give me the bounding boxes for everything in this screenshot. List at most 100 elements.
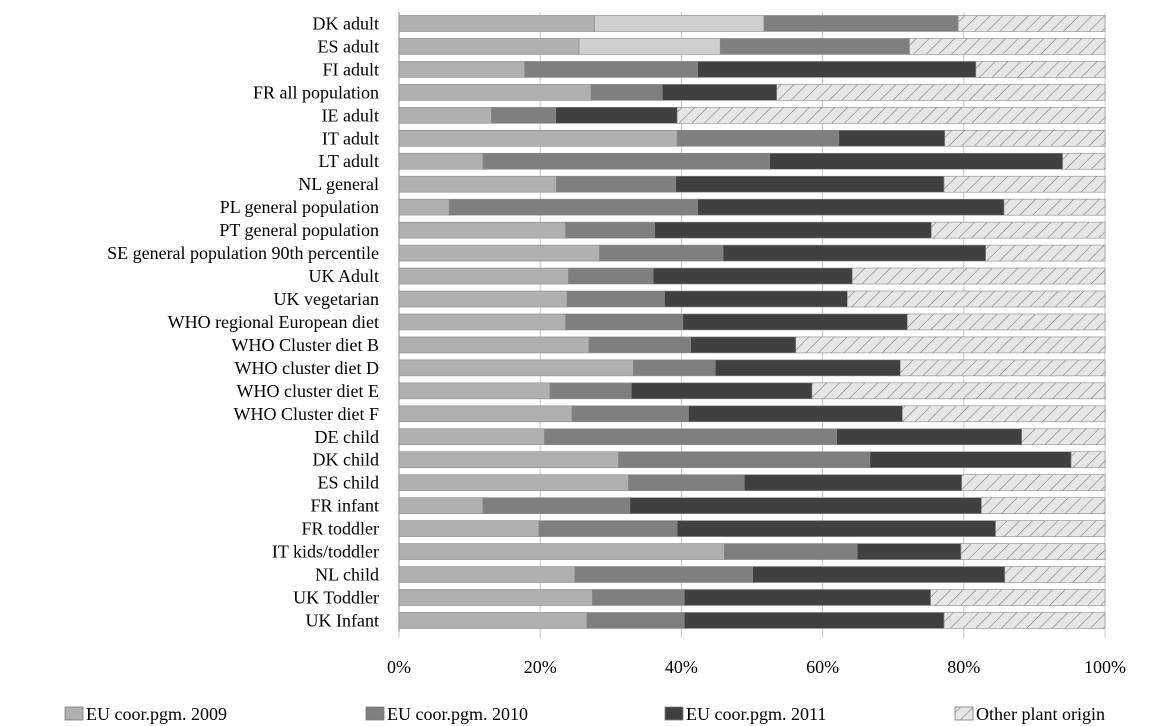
category-label: NL general [298, 174, 379, 194]
bar-segment [566, 290, 665, 308]
bar-segment [724, 543, 858, 560]
bar-segment [944, 129, 1106, 147]
category-label: UK Infant [306, 610, 379, 630]
bar-segment [975, 61, 1106, 78]
legend: EU coor.pgm. 2009 EU coor.pgm. 2010 EU coo… [64, 704, 1105, 724]
bar-segment [690, 336, 797, 354]
category-label: IT kids/toddler [272, 542, 379, 562]
legend-swatch [64, 706, 84, 721]
bar-segment [943, 175, 1106, 193]
bar-segment [398, 474, 629, 491]
category-label: ES adult [318, 36, 380, 56]
bar-segment [574, 566, 754, 583]
category-label: IT adult [322, 128, 379, 148]
category-label: SE general population 90th percentile [107, 243, 379, 263]
bar-segment [578, 38, 721, 55]
bar-segment [538, 520, 678, 537]
bar-segment [544, 428, 838, 446]
bar-segment [555, 107, 678, 124]
bar-segment [629, 497, 982, 514]
category-label: LT adult [318, 151, 379, 171]
category-label: UK vegetarian [274, 289, 379, 309]
category-label: DK adult [313, 13, 380, 33]
x-tick-label: 40% [665, 657, 698, 677]
category-label: FI adult [323, 59, 380, 79]
bar-segment [981, 497, 1106, 514]
legend-label: Other plant origin [976, 704, 1105, 724]
category-label: FR all population [253, 82, 379, 102]
bar-segment [398, 198, 450, 216]
category-label: WHO Cluster diet B [232, 335, 379, 355]
bar-segment [398, 267, 569, 285]
bar-segment [549, 382, 632, 400]
legend-item: EU coor.pgm. 2011 [664, 704, 826, 724]
bar-segment [676, 107, 1106, 124]
bar-segment [722, 244, 986, 262]
category-labels: DK adult ES adult FI adult FR all populatio… [107, 13, 379, 630]
bar-segment [811, 382, 1106, 400]
bar-segment [931, 221, 1106, 239]
bar-segment [398, 313, 566, 331]
bar-segment [662, 84, 778, 101]
bar-segment [571, 405, 689, 423]
bar-segment [599, 244, 724, 262]
bar-segment [1021, 428, 1106, 446]
bar-segment [1070, 451, 1106, 469]
bar-segment [909, 38, 1106, 55]
x-tick-label: 20% [524, 657, 557, 677]
bar-segment [985, 244, 1106, 262]
bar-segment [568, 267, 654, 285]
bar-segment [618, 451, 871, 469]
bar-segment [398, 61, 525, 78]
legend-swatch [954, 706, 974, 721]
x-tick-label: 60% [806, 657, 839, 677]
bar-segment [398, 175, 557, 193]
category-label: DE child [315, 427, 380, 447]
bar-segment [565, 221, 655, 239]
legend-label: EU coor.pgm. 2009 [86, 704, 227, 724]
bar-segment [448, 198, 698, 216]
bar-segment [683, 612, 945, 629]
bar-segment [633, 359, 716, 377]
category-label: NL child [315, 565, 379, 585]
bar-segment [482, 152, 770, 170]
bar-segment [719, 38, 910, 55]
bar-segment [398, 152, 484, 170]
bar-segment [398, 566, 576, 583]
category-label: IE adult [322, 105, 379, 125]
bar-segment [398, 107, 492, 124]
legend-swatch [365, 706, 385, 721]
bar-segment [995, 520, 1106, 537]
bar-segment [776, 84, 1106, 101]
bar-segment [743, 474, 962, 491]
bar-segment [398, 497, 484, 514]
bar-segment [869, 451, 1072, 469]
bar-segment [907, 313, 1106, 331]
bar-segment [398, 589, 593, 606]
bar-segment [491, 107, 557, 124]
x-tick-label: 80% [947, 657, 980, 677]
legend-item: Other plant origin [954, 704, 1105, 724]
bar-segment [654, 221, 932, 239]
bar-segment [588, 336, 691, 354]
bar-segment [664, 290, 848, 308]
category-label: PT general population [219, 220, 379, 240]
category-label: FR toddler [301, 519, 379, 539]
bar-segment [763, 15, 959, 32]
bar-segment [676, 129, 840, 147]
legend-swatch [664, 706, 684, 721]
bar-segment [930, 589, 1106, 606]
bar-segment [565, 313, 684, 331]
bar-segment [943, 612, 1106, 629]
bar-segment [398, 84, 592, 101]
bar-segment [856, 543, 962, 560]
bar-segment [398, 405, 573, 423]
category-label: WHO Cluster diet F [234, 404, 380, 424]
bar-segment [769, 152, 1063, 170]
bar-segment [1004, 566, 1106, 583]
bar-segment [586, 612, 685, 629]
bar-segment [697, 198, 1005, 216]
category-label: UK Toddler [293, 587, 379, 607]
bar-segment [398, 15, 595, 32]
